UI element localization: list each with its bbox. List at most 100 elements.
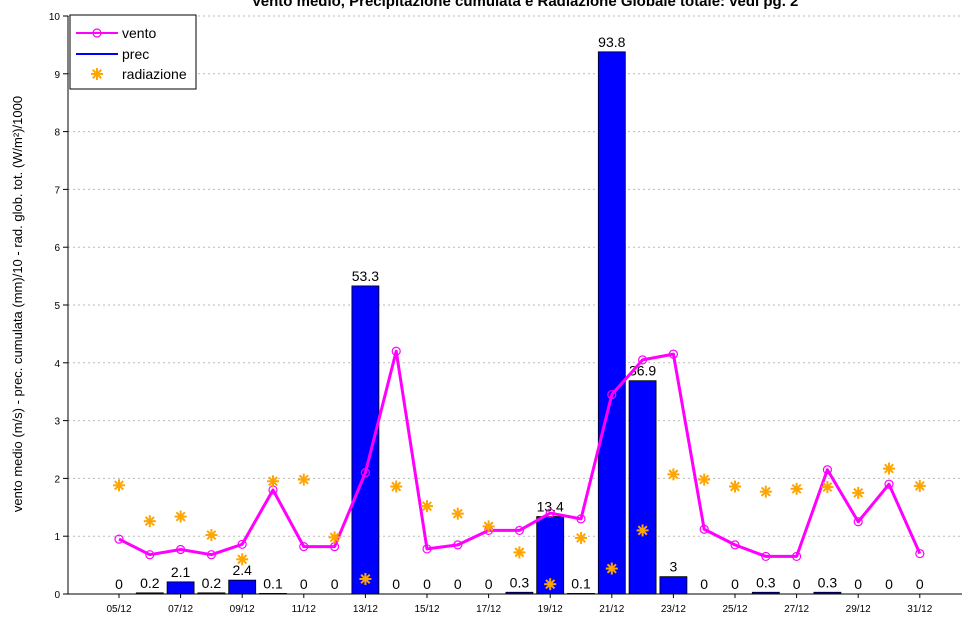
- radiazione-point: [759, 485, 772, 498]
- prec-bar-label: 0.1: [571, 575, 591, 591]
- x-tick-label: 25/12: [722, 604, 747, 615]
- y-tick-label: 2: [54, 474, 60, 485]
- prec-bar: [659, 576, 688, 595]
- x-tick-label: 27/12: [784, 604, 809, 615]
- vento-point: [853, 517, 863, 527]
- prec-bar-label: 13.4: [537, 499, 564, 515]
- radiazione-point: [605, 562, 618, 575]
- radiazione-point: [667, 468, 680, 481]
- radiazione-point: [575, 531, 587, 544]
- prec-bar-label: 0: [916, 576, 924, 592]
- prec-bar-label: 0: [454, 576, 462, 592]
- radiazione-point: [359, 572, 372, 585]
- x-tick-label: 05/12: [106, 604, 131, 615]
- radiazione-point: [729, 480, 741, 493]
- radiazione-point: [852, 486, 865, 499]
- prec-bar-label: 0: [700, 576, 708, 592]
- x-tick-label: 11/12: [292, 604, 317, 615]
- prec-bar: [505, 591, 534, 595]
- x-tick-label: 15/12: [414, 604, 439, 615]
- vento-point: [761, 551, 771, 562]
- radiazione-point: [267, 475, 279, 488]
- radiazione-point: [297, 473, 310, 486]
- radiazione-point: [451, 507, 464, 520]
- vento-point: [822, 465, 833, 475]
- radiazione-point: [113, 479, 125, 492]
- vento-point: [299, 542, 309, 552]
- vento-point: [607, 389, 617, 400]
- prec-bar-label: 0.3: [818, 574, 838, 590]
- radiazione-point: [790, 482, 803, 495]
- vento-point: [545, 508, 555, 518]
- vento-point: [114, 534, 124, 544]
- prec-bar-label: 0.3: [756, 574, 776, 590]
- prec-bar: [259, 593, 287, 595]
- chart-title: Vento medio, Precipitazione cumulata e R…: [252, 0, 799, 10]
- radiazione-point: [698, 473, 711, 486]
- prec-bar-label: 0: [793, 576, 801, 592]
- prec-bar-label: 0: [485, 576, 493, 592]
- prec-bar-label: 0: [331, 576, 339, 592]
- radiazione-point: [205, 529, 218, 542]
- x-tick-label: 21/12: [599, 604, 624, 615]
- y-tick-label: 1: [54, 532, 60, 543]
- prec-bar-label: 2.4: [232, 562, 252, 578]
- x-tick-label: 09/12: [230, 604, 255, 615]
- prec-bar: [597, 51, 626, 595]
- x-tick-label: 17/12: [476, 604, 501, 615]
- x-tick-label: 13/12: [353, 604, 378, 615]
- prec-bar-label: 0: [731, 576, 739, 592]
- prec-bar-label: 93.8: [598, 34, 625, 50]
- radiazione-point: [482, 520, 495, 533]
- legend-radiazione-label: radiazione: [122, 66, 187, 82]
- vento-line-path: [118, 349, 922, 558]
- y-tick-label: 4: [54, 359, 60, 370]
- prec-bar: [628, 380, 657, 595]
- y-tick-label: 0: [54, 590, 60, 601]
- legend-box: [69, 14, 197, 90]
- vento-point: [422, 544, 432, 554]
- x-tick-label: 29/12: [846, 604, 871, 615]
- x-tick-label: 19/12: [538, 604, 563, 615]
- vento-point: [514, 525, 525, 536]
- legend-prec-label: prec: [122, 46, 149, 62]
- legend-vento-marker: [92, 28, 102, 38]
- prec-bar: [813, 591, 842, 595]
- vento-point: [237, 539, 247, 549]
- vento-point: [145, 550, 155, 560]
- prec-bar: [228, 579, 257, 595]
- radiazione-points: [113, 462, 926, 591]
- prec-bar: [197, 592, 226, 595]
- grid: [68, 15, 962, 537]
- prec-bar: [751, 591, 780, 595]
- radiazione-point: [913, 479, 926, 492]
- vento-point: [176, 544, 186, 555]
- vento-point: [791, 551, 802, 562]
- vento-point: [453, 540, 463, 550]
- prec-bar-label: 53.3: [352, 268, 379, 284]
- prec-bar-label: 0: [854, 576, 862, 592]
- prec-bar-label: 0.3: [510, 574, 530, 590]
- x-tick-label: 07/12: [168, 604, 193, 615]
- y-tick-label: 9: [54, 70, 60, 81]
- legend-vento-label: vento: [122, 25, 156, 41]
- radiazione-point: [544, 578, 557, 591]
- radiazione-point: [390, 480, 403, 493]
- y-tick-label: 10: [49, 12, 61, 23]
- radiazione-point: [421, 500, 433, 513]
- y-axis-label: vento medio (m/s) - prec. cumulata (mm)/…: [10, 96, 25, 512]
- prec-bar-label: 0.2: [202, 575, 222, 591]
- y-tick-label: 3: [54, 417, 60, 428]
- prec-bar-label: 0: [885, 576, 893, 592]
- prec-bar-labels: 0 0.2 2.1 0.2 2.4 0.1 0 0 53.3 0 0 0 0 0.3 13.4 0.1 93.8…: [115, 34, 924, 592]
- vento-point: [360, 468, 370, 478]
- prec-bar-label: 0.1: [263, 575, 283, 591]
- y-tick-label: 5: [54, 301, 60, 312]
- y-tick-label: 7: [54, 185, 60, 196]
- vento-line: [114, 346, 925, 562]
- y-tick-label: 8: [54, 128, 60, 139]
- y-tick-label: 6: [54, 243, 60, 254]
- vento-point: [699, 524, 709, 534]
- radiazione-point: [883, 462, 895, 475]
